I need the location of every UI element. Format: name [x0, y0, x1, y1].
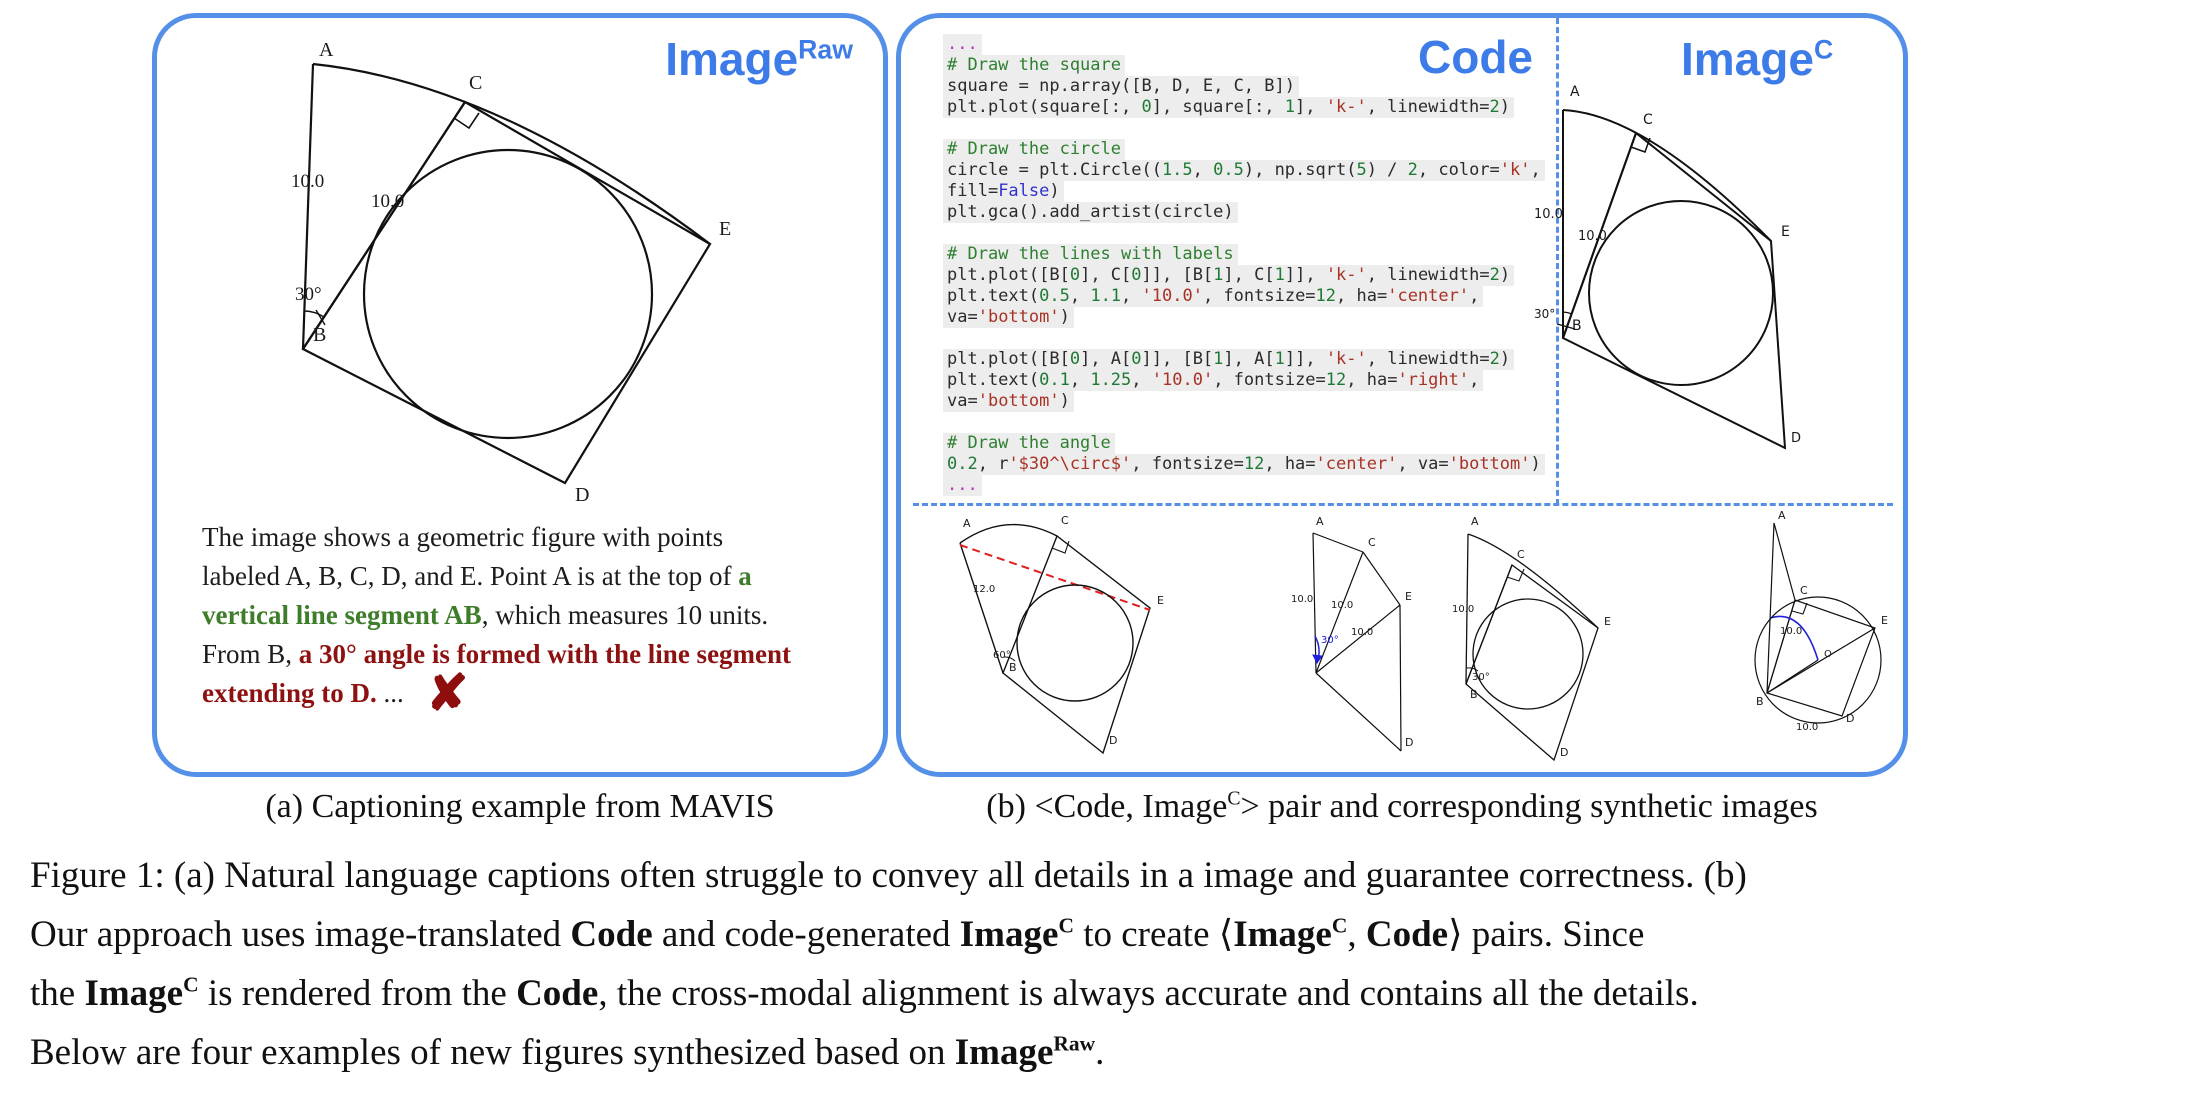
raw-geometry-figure: A B C D E 10.0 10.0 30°	[291, 39, 731, 506]
synthetic-figure-1: A C E B D 12.0 60°	[959, 514, 1164, 755]
caption-line: The image shows a geometric figure with …	[202, 522, 724, 552]
svg-text:C: C	[469, 72, 482, 94]
svg-text:60°: 60°	[993, 650, 1011, 661]
svg-text:30°: 30°	[295, 284, 322, 305]
caption-line: vertical line segment AB, which measures…	[202, 600, 769, 630]
svg-text:E: E	[719, 218, 731, 240]
svg-text:30°: 30°	[1534, 307, 1555, 321]
svg-text:A: A	[1471, 515, 1479, 528]
subcaption-a: (a) Captioning example from MAVIS	[265, 788, 775, 825]
figure-caption-line: Below are four examples of new figures s…	[30, 1031, 1105, 1073]
figure-caption-line: Our approach uses image-translated Code …	[30, 913, 1645, 955]
svg-text:O: O	[1824, 649, 1832, 660]
svg-text:10.0: 10.0	[1534, 207, 1563, 222]
svg-text:C: C	[1061, 514, 1069, 527]
svg-text:D: D	[1791, 431, 1801, 446]
mavis-caption: The image shows a geometric figure with …	[202, 518, 847, 721]
svg-text:10.0: 10.0	[1796, 722, 1818, 733]
svg-text:B: B	[1572, 318, 1582, 334]
horizontal-dashed-divider	[913, 503, 1893, 506]
svg-text:E: E	[1881, 614, 1888, 627]
svg-text:B: B	[1009, 661, 1017, 674]
svg-text:C: C	[1643, 112, 1653, 128]
svg-text:E: E	[1405, 590, 1412, 603]
caption-line: extending to D. ... ✘	[202, 665, 469, 721]
svg-text:10.0: 10.0	[291, 171, 324, 192]
svg-text:10.0: 10.0	[1578, 229, 1607, 244]
image-raw-label: ImageRaw	[665, 33, 853, 85]
svg-text:10.0: 10.0	[1351, 627, 1373, 638]
svg-text:D: D	[1405, 736, 1413, 749]
svg-text:A: A	[1570, 84, 1580, 100]
svg-text:12.0: 12.0	[973, 584, 995, 595]
code-label: Code	[1418, 31, 1533, 83]
svg-text:10.0: 10.0	[1452, 604, 1474, 615]
image-c-label: ImageC	[1681, 33, 1834, 85]
svg-text:A: A	[319, 39, 334, 61]
code-block: ... # Draw the square square = np.array([B…	[943, 34, 1545, 496]
svg-text:10.0: 10.0	[1291, 594, 1313, 605]
svg-text:A: A	[963, 517, 971, 530]
svg-text:10.0: 10.0	[1780, 626, 1802, 637]
svg-text:A: A	[1316, 515, 1324, 528]
svg-text:C: C	[1800, 584, 1808, 597]
figure-caption-line: Figure 1: (a) Natural language captions …	[30, 855, 1747, 896]
svg-text:C: C	[1517, 548, 1525, 561]
vertical-dashed-divider	[1556, 18, 1559, 505]
svg-text:E: E	[1157, 594, 1164, 607]
panel-a-mavis-example: A B C D E 10.0 10.0 30° ImageRaw The image show…	[152, 13, 888, 777]
synthetic-figure-3: A C E B D 10.0 30°	[1452, 515, 1611, 762]
figure-caption: Figure 1: (a) Natural language captions …	[30, 846, 2176, 1082]
svg-text:E: E	[1781, 224, 1790, 240]
svg-text:E: E	[1604, 615, 1611, 628]
synthetic-figure-4: A C E O B D 10.0 10.0	[1754, 509, 1888, 733]
svg-text:10.0: 10.0	[1331, 600, 1353, 611]
svg-text:B: B	[313, 324, 326, 346]
svg-text:10.0: 10.0	[371, 191, 404, 212]
caption-line: From B, a 30° angle is formed with the l…	[202, 639, 792, 669]
svg-text:B: B	[1756, 695, 1764, 708]
svg-text:D: D	[1560, 746, 1568, 759]
panel-b-code-pair: ... # Draw the square square = np.array([B…	[896, 13, 1908, 777]
subcaption-b: (b) <Code, ImageC> pair and correspondin…	[986, 787, 1818, 825]
svg-text:D: D	[575, 484, 589, 506]
figure-caption-line: the ImageC is rendered from the Code, th…	[30, 972, 1699, 1014]
synthetic-figure-2: A C E D 10.0 10.0 10.0 30°	[1291, 515, 1413, 752]
svg-text:A: A	[1778, 509, 1786, 522]
svg-text:30°: 30°	[1472, 672, 1490, 683]
svg-text:B: B	[1470, 688, 1478, 701]
svg-text:D: D	[1846, 712, 1854, 725]
svg-text:D: D	[1109, 734, 1117, 747]
svg-text:C: C	[1368, 536, 1376, 549]
svg-text:30°: 30°	[1321, 635, 1339, 646]
image-c-figure: A B C D E 10.0 10.0 30°	[1534, 84, 1801, 450]
caption-line: labeled A, B, C, D, and E. Point A is at…	[202, 561, 752, 591]
